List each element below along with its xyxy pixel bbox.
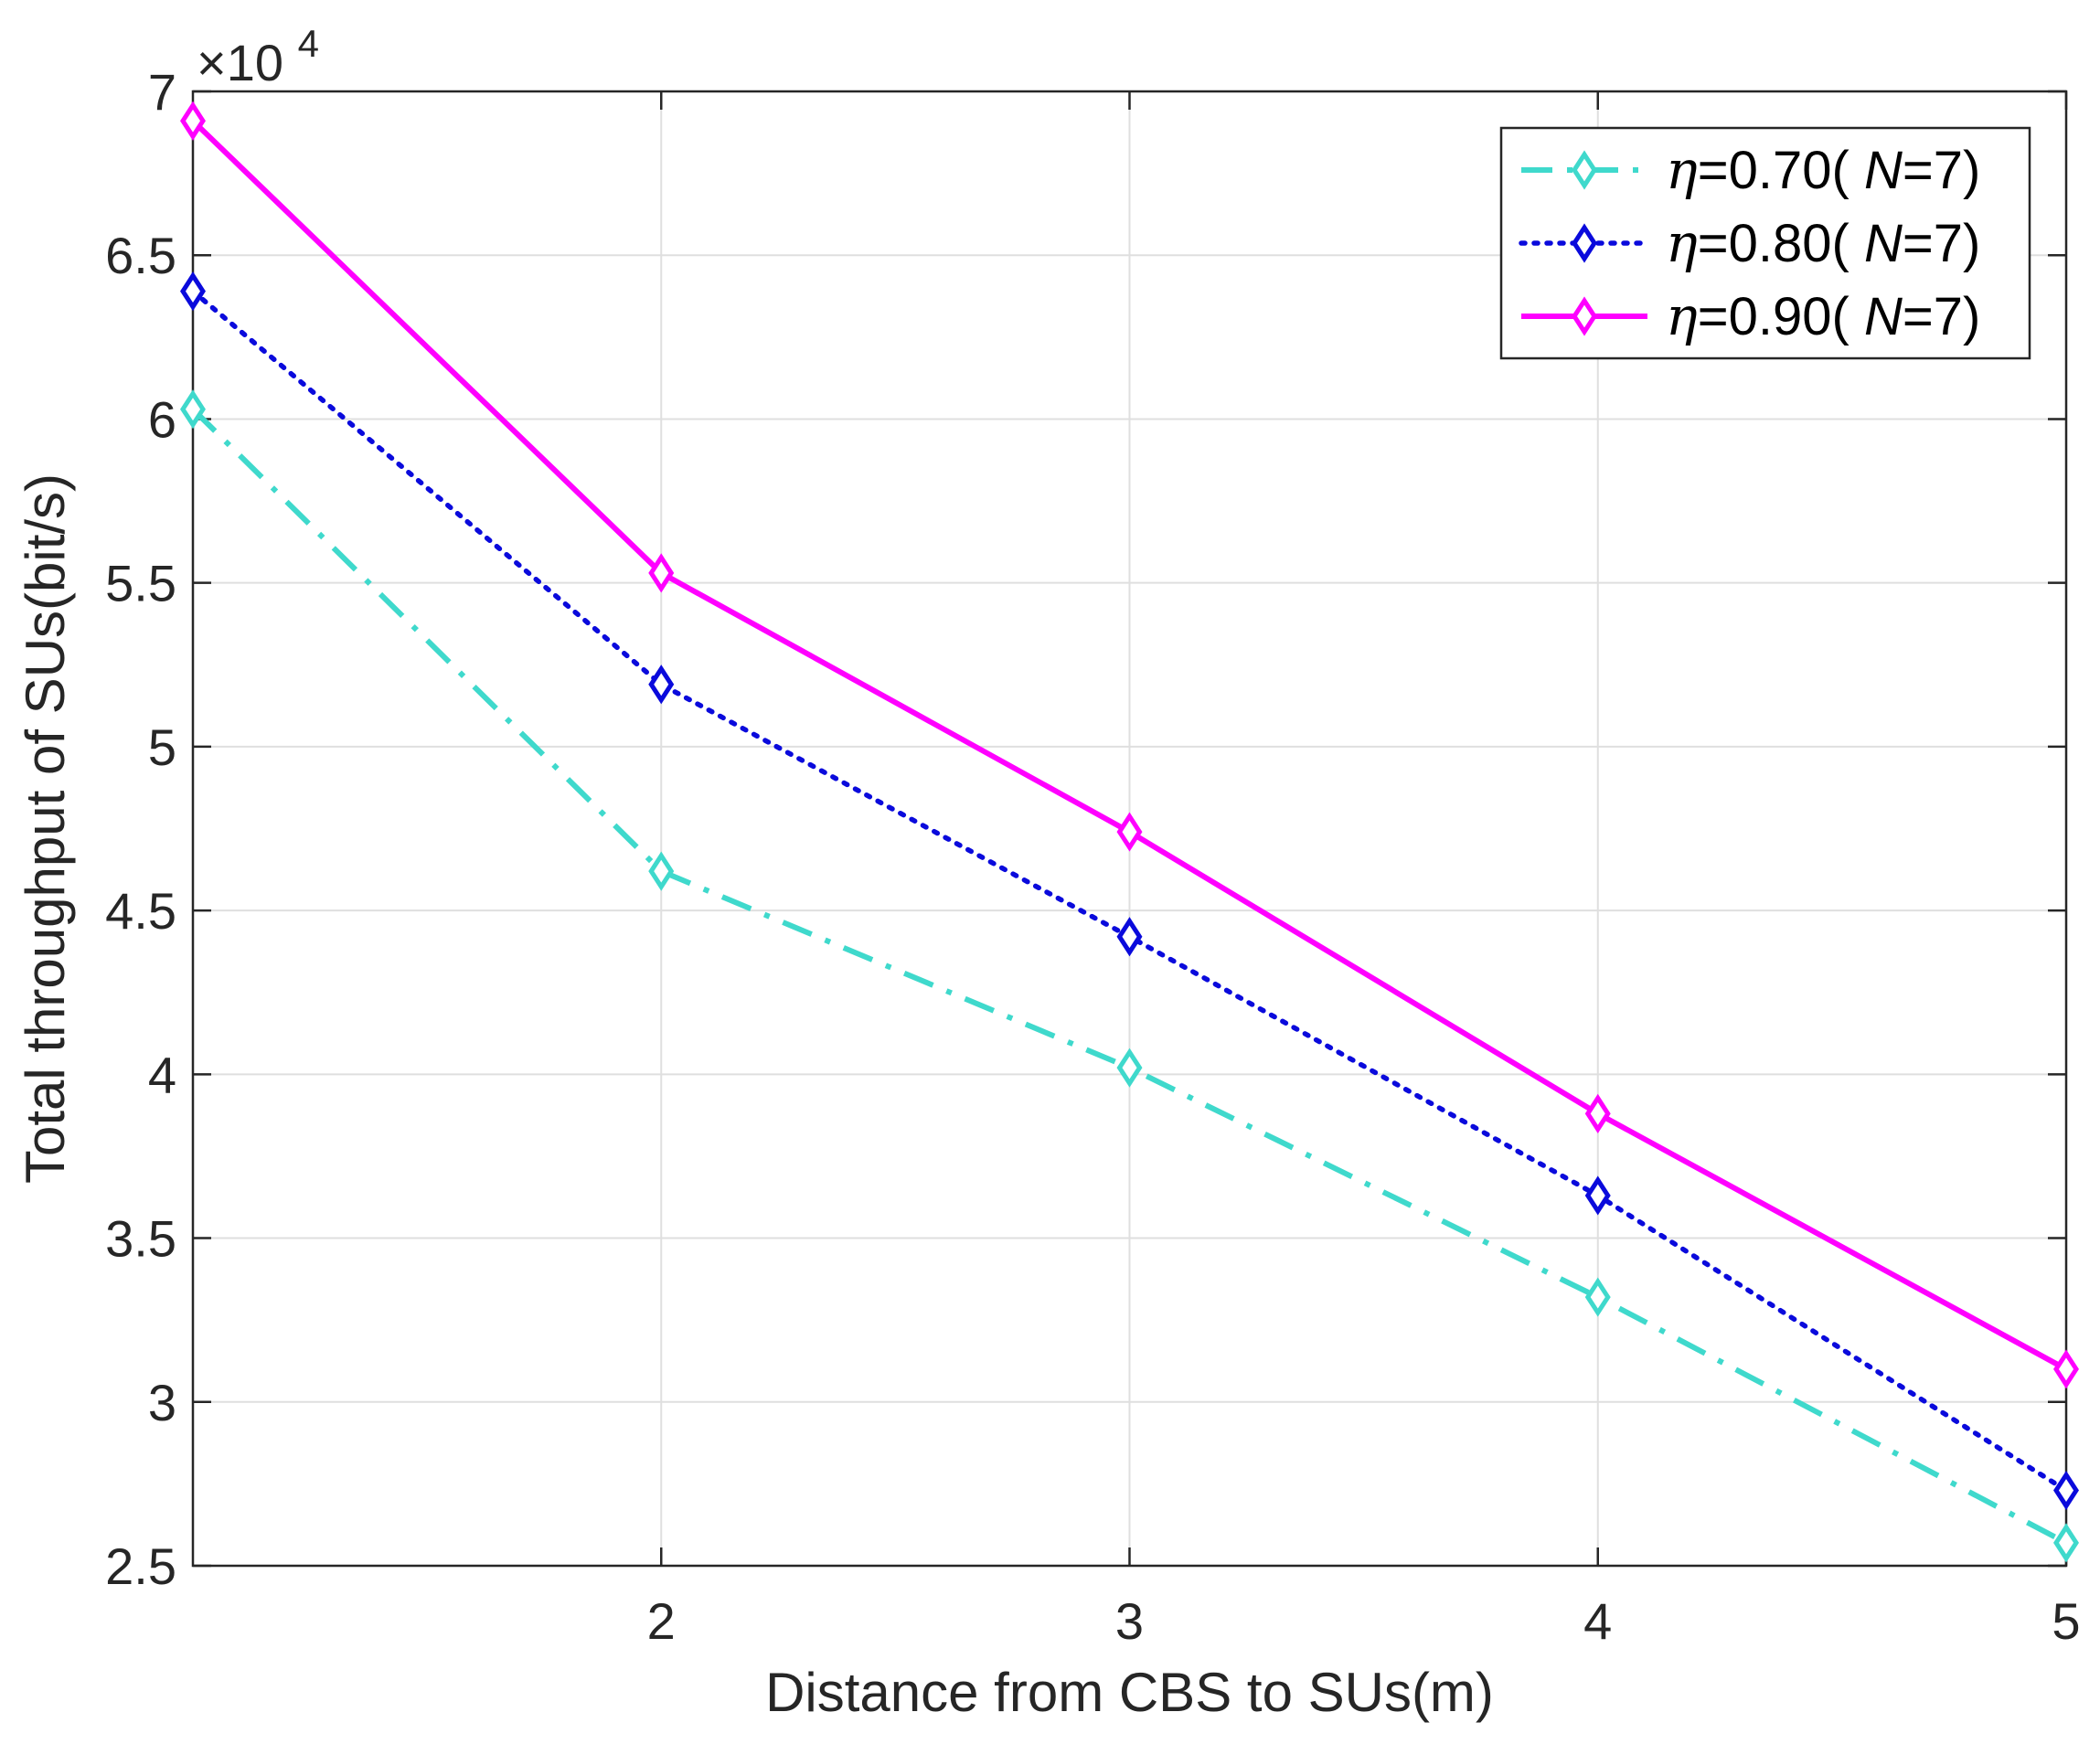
data-point-marker [2053,1523,2079,1563]
data-point-marker [648,851,675,891]
legend-label-n: N [1864,214,1903,273]
x-tick-label: 4 [1583,1592,1612,1650]
legend-label: η=0.90( N=7) [1666,285,1980,347]
legend-label-end: =7) [1903,141,1980,200]
legend-label-value: =0.90( [1698,287,1864,346]
legend-label-value: =0.80( [1698,214,1864,273]
y-tick-label: 2.5 [105,1537,176,1595]
series-3 [180,101,2079,1389]
y-axis-exponent-base: ×10 [197,34,283,91]
legend-marker [1572,296,1597,336]
y-axis-label: Total throughput of SUs(bit/s) [15,473,76,1184]
data-point-marker [180,101,206,141]
legend-eta: η [1666,285,1698,347]
y-tick-label: 3.5 [105,1210,176,1268]
legend-marker [1572,223,1597,263]
legend-item-1: η=0.70( N=7) [1521,139,1980,201]
legend-item-2: η=0.80( N=7) [1519,212,1980,274]
data-point-marker [648,553,675,593]
x-tick-label: 5 [2052,1592,2080,1650]
legend-label-value: =0.70( [1698,141,1864,200]
x-axis-label: Distance from CBS to SUs(m) [765,1662,1494,1723]
data-point-marker [1116,1047,1143,1088]
y-tick-label: 4 [148,1046,176,1103]
legend-label: η=0.70( N=7) [1666,139,1980,201]
y-tick-label: 5.5 [105,555,176,612]
legend-label: η=0.80( N=7) [1666,212,1980,274]
y-tick-label: 4.5 [105,882,176,940]
series-1 [180,389,2079,1563]
data-point-marker [1584,1175,1611,1216]
data-point-marker [1584,1277,1611,1317]
data-point-marker [1116,917,1143,957]
data-point-marker [180,271,206,312]
legend: η=0.70( N=7)η=0.80( N=7)η=0.90( N=7) [1499,126,2031,360]
legend-label-n: N [1864,141,1903,200]
y-tick-label: 3 [148,1374,176,1431]
tick-labels: 2 3 4 5 2.5 3 3.5 4 4.5 5 5.5 6 6.5 7 [105,63,2080,1650]
legend-marker [1572,150,1597,190]
x-tick-label: 2 [647,1592,676,1650]
data-point-marker [2053,1349,2079,1389]
y-tick-label: 5 [148,718,176,776]
y-tick-label: 7 [148,63,176,121]
legend-label-end: =7) [1903,287,1980,346]
data-point-marker [648,665,675,705]
series-2 [180,271,2079,1511]
legend-eta: η [1666,139,1698,201]
axes [191,90,2068,1568]
legend-label-end: =7) [1903,214,1980,273]
legend-eta: η [1666,212,1698,274]
x-tick-label: 3 [1115,1592,1144,1650]
y-tick-label: 6.5 [105,227,176,284]
y-axis-exponent: ×10 4 [197,22,319,91]
legend-item-3: η=0.90( N=7) [1521,285,1980,347]
data-point-marker [1584,1093,1611,1133]
data-series [180,101,2079,1563]
data-point-marker [180,389,206,430]
data-point-marker [2053,1470,2079,1511]
y-tick-label: 6 [148,390,176,448]
y-axis-exponent-power: 4 [298,22,319,65]
data-point-marker [1116,812,1143,852]
legend-label-n: N [1864,287,1903,346]
